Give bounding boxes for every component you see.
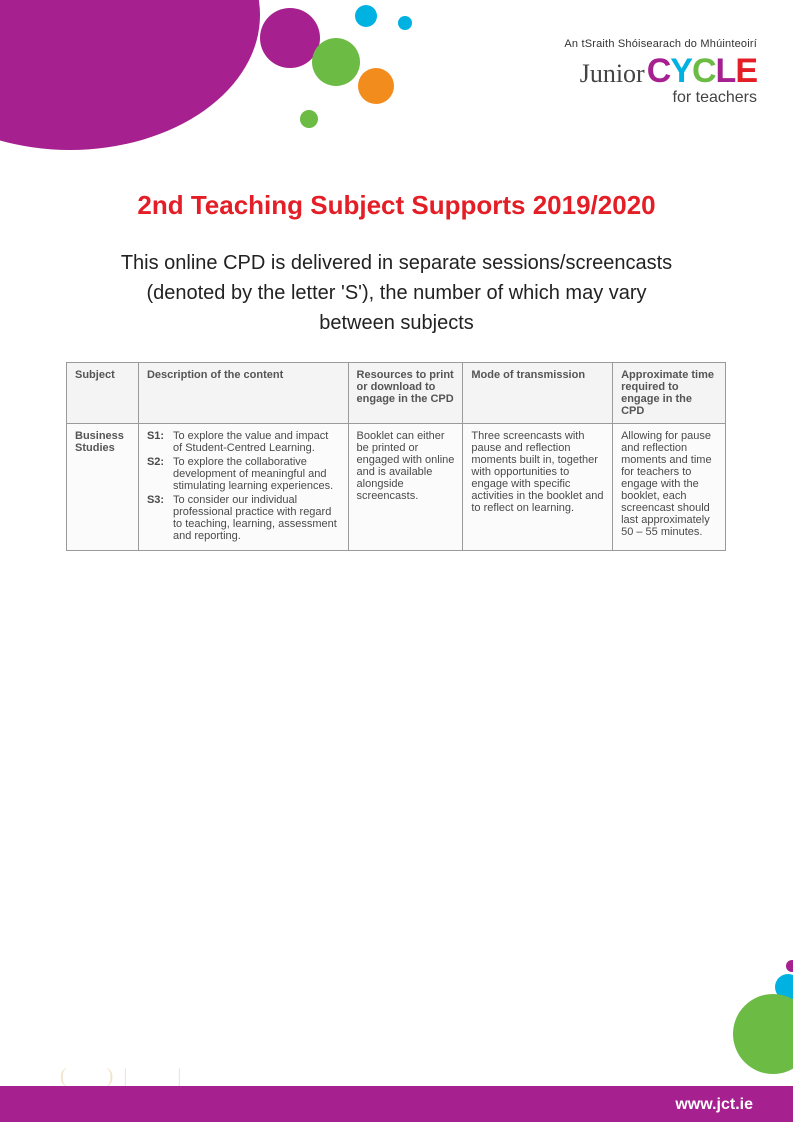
logo-letter-l: L [716, 52, 736, 90]
footer-dot-green [733, 994, 793, 1074]
session-item: S3: To consider our individual professio… [147, 494, 340, 542]
dot-orange [358, 68, 394, 104]
intro-text: This online CPD is delivered in separate… [120, 248, 673, 338]
logo-tagline: An tSraith Shóisearach do Mhúinteoirí [564, 38, 757, 50]
session-tag: S3: [147, 494, 173, 542]
th-subject: Subject [67, 363, 139, 424]
logo-subtitle: for teachers [564, 89, 757, 107]
cell-time: Allowing for pause and reflection moment… [613, 424, 726, 551]
logo-letter-c2: C [692, 52, 716, 90]
cell-subject: Business Studies [67, 424, 139, 551]
logo: An tSraith Shóisearach do Mhúinteoirí Ju… [564, 38, 757, 107]
footer-ghost-text: ( ) | | [60, 1065, 181, 1088]
dot-green [312, 38, 360, 86]
page-title: 2nd Teaching Subject Supports 2019/2020 [0, 190, 793, 221]
table-row: Business Studies S1: To explore the valu… [67, 424, 726, 551]
logo-letter-y: Y [670, 52, 692, 90]
header-blob [0, 0, 260, 150]
session-text: To explore the collaborative development… [173, 456, 340, 492]
table-header-row: Subject Description of the content Resou… [67, 363, 726, 424]
session-item: S1: To explore the value and impact of S… [147, 430, 340, 454]
dot-green-small [300, 110, 318, 128]
th-time: Approximate time required to engage in t… [613, 363, 726, 424]
logo-main: Junior CYCLE [564, 52, 757, 91]
dot-blue-tiny [398, 16, 412, 30]
session-tag: S1: [147, 430, 173, 454]
cell-mode: Three screencasts with pause and reflect… [463, 424, 613, 551]
footer-url: www.jct.ie [675, 1096, 753, 1114]
cell-description: S1: To explore the value and impact of S… [138, 424, 348, 551]
dot-blue-small [355, 5, 377, 27]
session-text: To explore the value and impact of Stude… [173, 430, 340, 454]
logo-letter-c: C [647, 52, 671, 90]
logo-word-cycle: CYCLE [647, 52, 757, 91]
logo-letter-e: E [735, 52, 757, 90]
session-tag: S2: [147, 456, 173, 492]
dot-purple [260, 8, 320, 68]
th-resources: Resources to print or download to engage… [348, 363, 463, 424]
footer-bar: www.jct.ie [0, 1086, 793, 1122]
footer-dot-purple [786, 960, 793, 972]
table: Subject Description of the content Resou… [66, 362, 726, 551]
cell-resources: Booklet can either be printed or engaged… [348, 424, 463, 551]
session-text: To consider our individual professional … [173, 494, 340, 542]
session-list: S1: To explore the value and impact of S… [147, 430, 340, 542]
th-description: Description of the content [138, 363, 348, 424]
cpd-table: Subject Description of the content Resou… [66, 362, 726, 551]
th-mode: Mode of transmission [463, 363, 613, 424]
logo-word-junior: Junior [580, 59, 645, 89]
session-item: S2: To explore the collaborative develop… [147, 456, 340, 492]
